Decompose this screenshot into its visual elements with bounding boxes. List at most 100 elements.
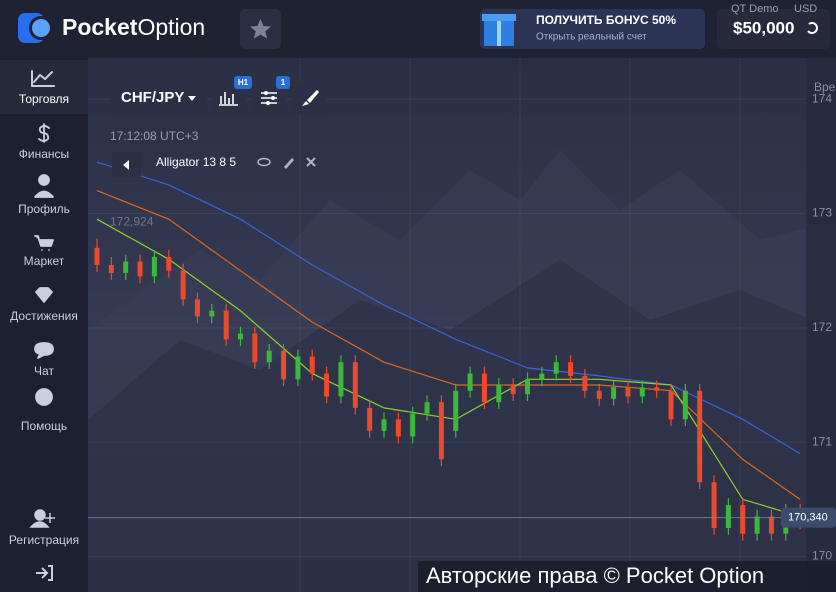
- sidebar-items: Торговля Финансы Профиль Маркет Достижения Ча…: [9, 70, 79, 581]
- drawing-button[interactable]: [292, 82, 326, 114]
- y-tick-label: 174: [812, 91, 832, 105]
- sidebar-icon: [35, 287, 53, 303]
- logo-icon-dot: [32, 19, 50, 37]
- bonus-subtitle: Открыть реальный счет: [536, 32, 647, 43]
- candle-body: [252, 333, 258, 363]
- gift-lid: [482, 14, 516, 21]
- sidebar-label: Регистрация: [9, 533, 79, 547]
- indicator-name: Alligator 13 8 5: [156, 155, 236, 169]
- sidebar-icon: [29, 509, 55, 528]
- candle-body: [611, 387, 617, 399]
- sidebar-label: Торговля: [19, 92, 69, 106]
- sidebar-icon: [34, 235, 54, 251]
- candle-body: [539, 373, 545, 380]
- sidebar-item[interactable]: Маркет: [24, 235, 65, 268]
- logo-first: Pocket: [62, 14, 138, 40]
- candle-body: [108, 264, 114, 273]
- badge-text: H1: [238, 78, 249, 87]
- candle-body: [166, 256, 172, 271]
- candle-body: [453, 390, 459, 431]
- badge-text: 1: [281, 78, 286, 87]
- button-bg: [110, 82, 207, 114]
- candle-body: [281, 350, 287, 380]
- sidebar-icon: [35, 388, 53, 406]
- asset-button[interactable]: CHF/JPY: [110, 82, 207, 114]
- candle-body: [137, 261, 143, 277]
- candle-body: [467, 373, 473, 391]
- candle-body: [180, 270, 186, 300]
- candle-body: [496, 385, 502, 403]
- sidebar-item[interactable]: Регистрация: [9, 509, 79, 547]
- sidebar-item[interactable]: Достижения: [10, 287, 78, 323]
- alligator-line: [96, 161, 801, 455]
- sidebar-item[interactable]: Торговля: [19, 70, 69, 106]
- candle-body: [223, 310, 229, 340]
- candle-body: [395, 419, 401, 437]
- logo[interactable]: PocketOption: [18, 13, 205, 43]
- logo-text: PocketOption: [62, 14, 205, 40]
- edit-icon[interactable]: [284, 158, 294, 169]
- refresh-icon: [807, 22, 818, 34]
- sidebar-label: Помощь: [21, 419, 67, 433]
- candle-body: [238, 333, 243, 340]
- sidebar-item[interactable]: Помощь: [21, 388, 67, 433]
- sidebar-label: Чат: [34, 364, 54, 378]
- candle-body: [596, 390, 602, 399]
- bonus-title: ПОЛУЧИТЬ БОНУС 50%: [536, 13, 676, 27]
- sidebar-icon: [38, 123, 50, 143]
- candle-body: [266, 350, 272, 363]
- candle-body: [410, 413, 416, 437]
- candle-body: [438, 402, 444, 460]
- candle-body: [510, 385, 516, 395]
- candle-body: [682, 390, 688, 420]
- candle-body: [123, 261, 129, 273]
- y-tick-label: 171: [812, 434, 832, 448]
- account-box[interactable]: QT Demo USD $50,000: [717, 3, 830, 49]
- current-price-label: 170,340: [788, 512, 828, 524]
- candle-body: [367, 407, 373, 431]
- watermark: Авторские права © Pocket Option: [426, 563, 764, 588]
- eye-icon[interactable]: [257, 157, 271, 167]
- bonus-banner[interactable]: ПОЛУЧИТЬ БОНУС 50% Открыть реальный счет: [480, 9, 705, 49]
- candle-body: [553, 362, 559, 374]
- candle-body: [94, 247, 100, 265]
- sidebar-item[interactable]: Профиль: [18, 174, 70, 216]
- dropdown-icon: [188, 96, 196, 101]
- chart-time: 17:12:08 UTC+3: [110, 129, 199, 143]
- candle-body: [582, 375, 588, 391]
- candles-icon: [219, 92, 238, 106]
- price-axis-labels: 174 173 172 171 170 170,340: [781, 91, 836, 563]
- candle-body: [209, 310, 215, 317]
- candle-body: [309, 356, 315, 374]
- asset-name: CHF/JPY: [121, 89, 184, 106]
- candle-body: [654, 387, 660, 391]
- slider-knob: [266, 101, 270, 105]
- indicator-row: Alligator 13 8 5: [112, 152, 316, 178]
- sidebar-item[interactable]: Чат: [34, 342, 54, 378]
- candle-body: [151, 256, 157, 277]
- candle-body: [525, 379, 530, 395]
- candle-body: [338, 362, 344, 397]
- candle-body: [668, 390, 674, 420]
- axis-header: Вре: [814, 80, 836, 94]
- candle-body: [381, 419, 387, 431]
- login-icon: [36, 565, 53, 581]
- banner-bg: [480, 9, 705, 49]
- logo-second: Option: [137, 14, 205, 40]
- favorites-button[interactable]: [240, 9, 281, 49]
- badge: [276, 76, 290, 89]
- slider-knob: [271, 96, 275, 100]
- level-label: 172,924: [110, 214, 154, 228]
- candle-body: [568, 362, 574, 376]
- sidebar-icon: [34, 342, 54, 359]
- indicators-button[interactable]: 1: [252, 76, 290, 114]
- account-bg: [717, 9, 830, 49]
- delete-icon[interactable]: [306, 157, 316, 167]
- watermark-bg: [418, 561, 836, 592]
- brush-icon: [302, 90, 319, 106]
- timeframe-button[interactable]: H1: [212, 76, 252, 114]
- sidebar-item[interactable]: Финансы: [19, 123, 69, 161]
- sidebar-label: Профиль: [18, 202, 70, 216]
- price-axis: [806, 58, 836, 592]
